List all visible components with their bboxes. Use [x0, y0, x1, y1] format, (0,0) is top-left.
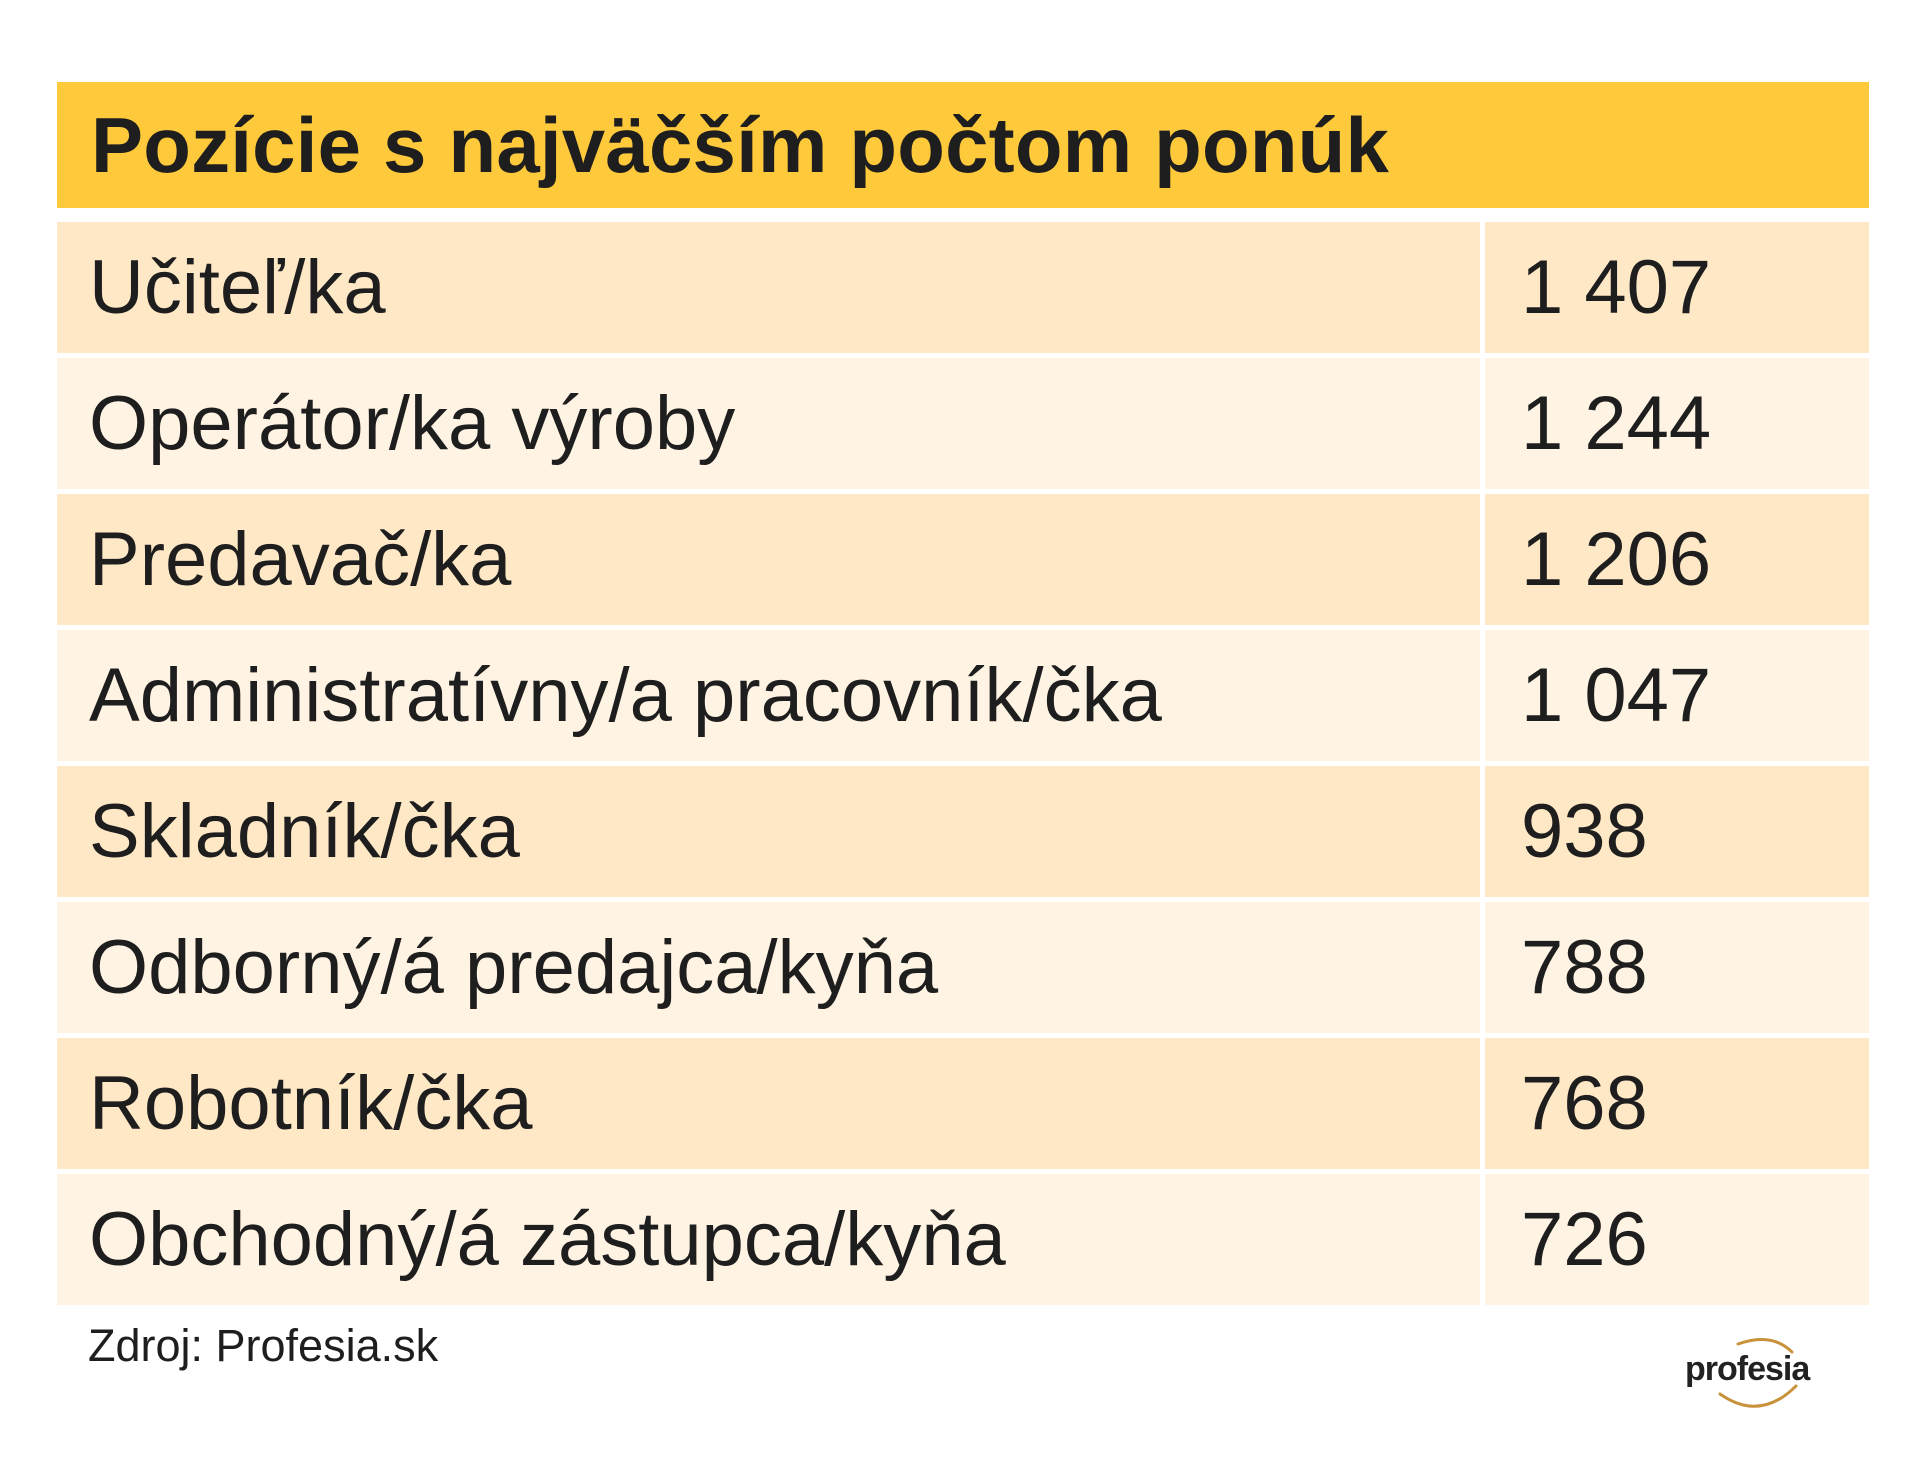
- row-label: Administratívny/a pracovník/čka: [57, 630, 1480, 761]
- row-value: 1 206: [1485, 494, 1869, 625]
- table-row: Operátor/ka výroby 1 244: [57, 358, 1869, 489]
- table-row: Odborný/á predajca/kyňa 788: [57, 902, 1869, 1033]
- positions-table: Pozície s najväčším počtom ponúk Učiteľ/…: [57, 82, 1869, 1305]
- table-row: Robotník/čka 768: [57, 1038, 1869, 1169]
- row-label: Robotník/čka: [57, 1038, 1480, 1169]
- row-value: 726: [1485, 1174, 1869, 1305]
- row-label: Skladník/čka: [57, 766, 1480, 897]
- table-row: Obchodný/á zástupca/kyňa 726: [57, 1174, 1869, 1305]
- logo-text: profesia: [1685, 1350, 1810, 1388]
- table-row: Predavač/ka 1 206: [57, 494, 1869, 625]
- row-label: Učiteľ/ka: [57, 222, 1480, 353]
- table-title: Pozície s najväčším počtom ponúk: [91, 100, 1390, 189]
- table-rows: Učiteľ/ka 1 407 Operátor/ka výroby 1 244 Pre…: [57, 222, 1869, 1305]
- row-label: Operátor/ka výroby: [57, 358, 1480, 489]
- row-value: 1 047: [1485, 630, 1869, 761]
- profesia-logo: profesia: [1680, 1330, 1830, 1420]
- table-title-bar: Pozície s najväčším počtom ponúk: [57, 82, 1869, 208]
- row-label: Obchodný/á zástupca/kyňa: [57, 1174, 1480, 1305]
- row-label: Odborný/á predajca/kyňa: [57, 902, 1480, 1033]
- row-label: Predavač/ka: [57, 494, 1480, 625]
- row-value: 938: [1485, 766, 1869, 897]
- table-row: Učiteľ/ka 1 407: [57, 222, 1869, 353]
- source-note: Zdroj: Profesia.sk: [88, 1320, 439, 1371]
- row-value: 788: [1485, 902, 1869, 1033]
- row-value: 768: [1485, 1038, 1869, 1169]
- row-value: 1 244: [1485, 358, 1869, 489]
- logo-arc-icon: [1718, 1338, 1798, 1408]
- table-row: Skladník/čka 938: [57, 766, 1869, 897]
- table-row: Administratívny/a pracovník/čka 1 047: [57, 630, 1869, 761]
- row-value: 1 407: [1485, 222, 1869, 353]
